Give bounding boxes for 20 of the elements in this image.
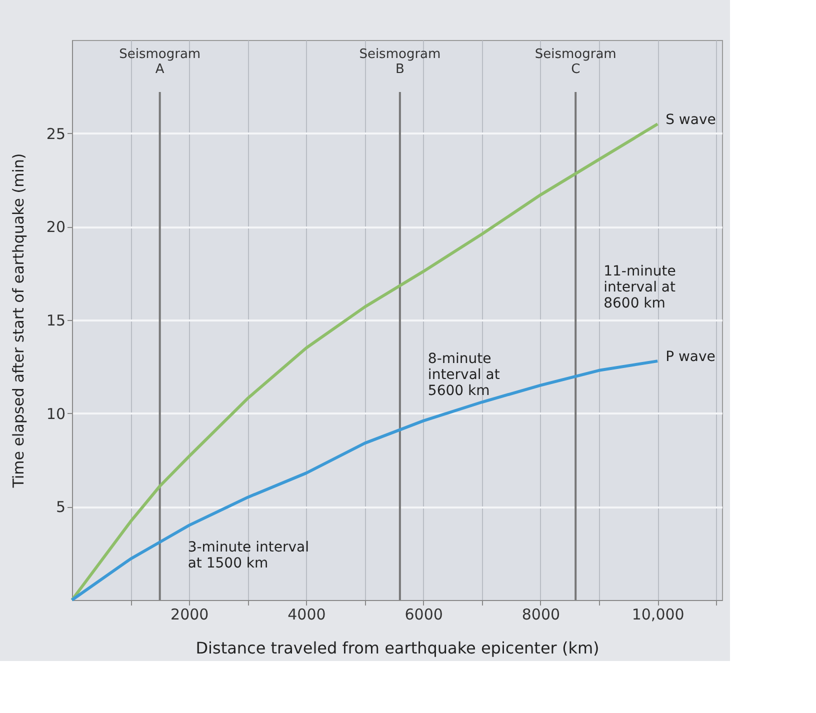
series-label: P wave <box>666 349 716 366</box>
annotation: 8-minute interval at 5600 km <box>428 351 500 400</box>
x-tick-label: 4000 <box>288 606 326 624</box>
ref-line-label: Seismogram C <box>534 47 616 77</box>
annotation: 3-minute interval at 1500 km <box>188 540 310 572</box>
series-label: S wave <box>666 112 716 128</box>
y-tick-label: 15 <box>46 312 66 330</box>
x-tick-label: 6000 <box>404 606 443 624</box>
x-tick-label: 10,000 <box>632 606 684 624</box>
y-tick-label: 20 <box>46 218 66 236</box>
x-axis-title: Distance traveled from earthquake epicenter (km) <box>196 638 600 658</box>
ref-line-label: Seismogram B <box>359 47 441 77</box>
x-tick-label: 8000 <box>522 606 560 624</box>
y-tick-label: 10 <box>46 404 66 423</box>
y-axis-title: Time elapsed after start of earthquake (min) <box>9 153 28 489</box>
y-tick-label: 5 <box>56 498 66 516</box>
x-tick-label: 2000 <box>170 606 209 624</box>
annotation: 11-minute interval at 8600 km <box>604 263 676 312</box>
y-tick-label: 25 <box>46 124 66 143</box>
ref-line-label: Seismogram A <box>119 47 201 77</box>
